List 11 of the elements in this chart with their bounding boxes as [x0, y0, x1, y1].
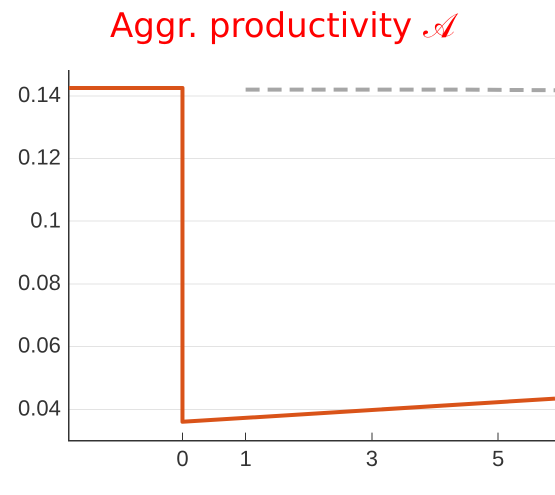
y-tick-label: 0.12 — [18, 144, 61, 170]
y-tick-label: 0.1 — [30, 207, 61, 232]
x-tick-label: 0 — [176, 446, 189, 471]
chart-title: Aggr. productivity 𝒜 — [110, 6, 459, 46]
x-tick-label: 5 — [492, 446, 504, 471]
y-tick-label: 0.14 — [18, 82, 61, 107]
x-tick-label: 3 — [366, 446, 378, 471]
x-tick-label: 1 — [239, 446, 252, 471]
y-tick-label: 0.06 — [18, 332, 61, 358]
y-tick-label: 0.08 — [18, 270, 61, 295]
y-tick-label: 0.04 — [18, 395, 61, 420]
